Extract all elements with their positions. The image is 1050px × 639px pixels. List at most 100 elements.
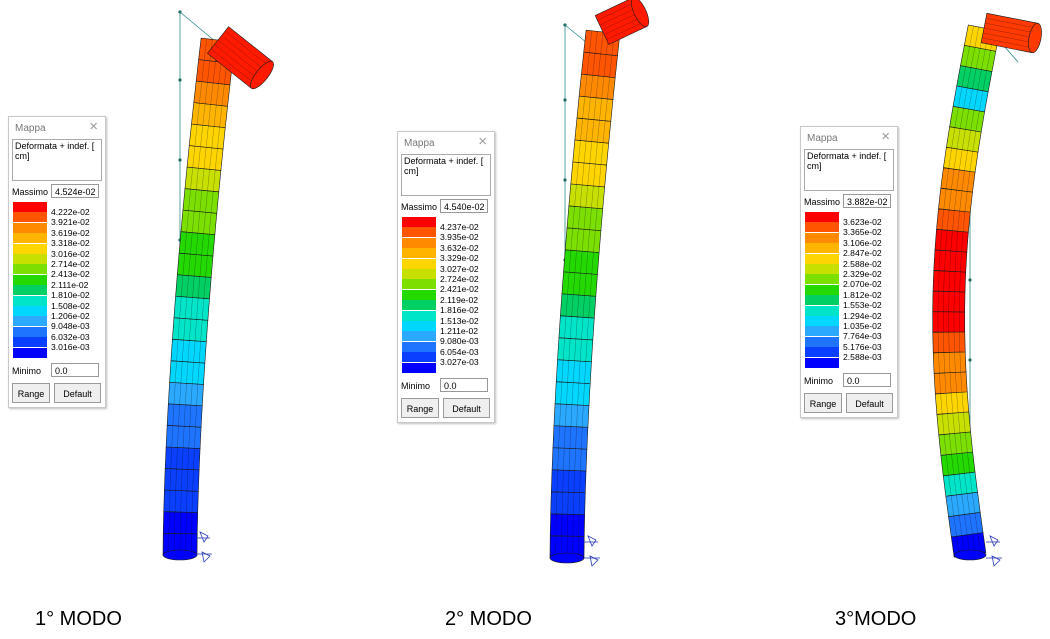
pole-mode-2-facet-line — [574, 448, 576, 471]
pole-mode-3-facet-line — [948, 148, 952, 169]
pole-mode-1-facet-line — [187, 447, 189, 470]
pole-mode-2-facet-line — [567, 492, 569, 515]
close-icon[interactable]: × — [89, 118, 98, 135]
support-icon — [587, 535, 599, 567]
pole-mode-3-facet-line — [961, 453, 965, 474]
pole-mode-1-facet-line — [175, 361, 177, 383]
pole-mode-3-facet-line — [943, 188, 947, 210]
pole-mode-1-facet-line — [182, 340, 184, 362]
scale-tick-label: 6.032e-03 — [51, 331, 90, 342]
pole-mode-3-facet-line — [951, 169, 955, 190]
pole-mode-1-facet-line — [196, 103, 200, 125]
pole-mode-2-facet-line — [588, 97, 591, 120]
close-icon[interactable]: × — [478, 133, 487, 150]
pole-mode-1-facet-line — [200, 319, 203, 342]
pole-mode-2-facet-line — [564, 426, 566, 449]
pole-mode-2-facet-line — [583, 383, 585, 406]
pole-mode-2-facet-line — [579, 184, 583, 207]
range-button[interactable]: Range — [12, 383, 50, 403]
color-swatch — [805, 336, 839, 347]
default-button[interactable]: Default — [443, 398, 490, 418]
pole-mode-2-facet-line — [565, 404, 567, 427]
pole-mode-1-facet-line — [174, 490, 176, 512]
pole-mode-2-facet-line — [587, 229, 590, 252]
scale-tick-label: 2.421e-02 — [440, 284, 479, 295]
min-value-field[interactable]: 0.0 — [843, 373, 891, 387]
color-swatch — [402, 331, 436, 342]
pole-mode-3-facet-line — [959, 351, 961, 373]
color-swatch — [805, 243, 839, 254]
default-button[interactable]: Default — [54, 383, 101, 403]
pole-mode-3-facet-line — [958, 515, 963, 536]
pole-mode-3-facet-line — [953, 474, 957, 495]
max-label: Massimo — [12, 187, 49, 197]
arm-mode-3-facet — [985, 18, 1037, 29]
pole-mode-2-facet-line — [600, 142, 604, 165]
pole-mode-2-facet-line — [573, 492, 575, 515]
pole-mode-2-facet-line — [579, 470, 581, 493]
pole-mode-2-facet-line — [565, 294, 568, 317]
pole-mode-1-facet-line — [199, 255, 202, 277]
pole-mode-2-facet-line — [583, 141, 587, 163]
arm-mode-3-facet — [982, 37, 1034, 48]
pole-mode-1-facet-line — [201, 60, 205, 82]
pole-mode-3-facet-line — [938, 352, 940, 374]
pole-mode-1-facet-line — [170, 447, 172, 469]
pole-mode-2-facet-line — [570, 404, 573, 427]
pole-mode-3-facet-line — [956, 453, 960, 474]
pole-mode-2-facet-line — [572, 206, 575, 229]
pole-mode-1-facet-line — [215, 148, 218, 170]
color-swatch — [805, 284, 839, 295]
scale-tick-label: 4.237e-02 — [440, 222, 479, 232]
pole-mode-1-facet-line — [186, 210, 189, 233]
pole-mode-3-facet-line — [951, 454, 955, 475]
pole-mode-3-facet-line — [974, 512, 978, 534]
pole-mode-1-facet-line — [189, 405, 192, 427]
color-swatch — [402, 300, 436, 311]
pole-mode-2-facet-line — [578, 492, 580, 515]
pole-mode-2-facet-line — [591, 252, 594, 274]
pole-mode-2-facet-line — [587, 163, 590, 186]
min-label: Minimo — [401, 381, 431, 391]
pole-mode-3-facet-line — [945, 230, 948, 251]
pole-mode-2-facet-line — [582, 405, 584, 428]
default-button[interactable]: Default — [846, 393, 893, 413]
map-description: Deformata + indef. [ cm] — [12, 139, 102, 181]
scale-tick-label: 1.508e-02 — [51, 300, 90, 311]
color-scale: 4.222e-02 3.921e-02 3.619e-02 3.318e-02 3.01… — [9, 202, 105, 360]
panel-buttons: Range Default — [9, 383, 105, 407]
scale-tick-label: 1.211e-02 — [440, 326, 479, 336]
scale-tick-label: 3.016e-03 — [51, 342, 90, 353]
pole-mode-2-facet-line — [568, 338, 571, 361]
max-value-field[interactable]: 4.524e-02 — [51, 184, 99, 198]
min-value-field[interactable]: 0.0 — [440, 378, 488, 392]
max-value-field[interactable]: 4.540e-02 — [440, 199, 488, 213]
scale-tick-label: 3.106e-02 — [843, 237, 882, 248]
arm-mode-3-facet — [983, 32, 1035, 44]
color-swatch — [13, 274, 47, 285]
pole-mode-2-facet-line — [594, 31, 598, 54]
pole-mode-1-facet-line — [173, 382, 176, 405]
scale-tick-label: 1.810e-02 — [51, 290, 90, 301]
pole-mode-3-facet-line — [982, 70, 987, 91]
pole-mode-3-facet-line — [956, 494, 960, 516]
pole-mode-1-facet-line — [199, 81, 202, 104]
pole-mode-2-facet-line — [561, 492, 563, 515]
pole-mode-2-facet-line — [598, 164, 602, 187]
pole-mode-1-facet-line — [195, 233, 199, 255]
min-value-field[interactable]: 0.0 — [51, 363, 99, 377]
pole-mode-1-facet-line — [181, 469, 183, 491]
pole-mode-1-facet-line — [189, 318, 192, 341]
pole-mode-1-facet-line — [169, 490, 171, 512]
range-button[interactable]: Range — [804, 393, 842, 413]
scale-tick-label: 2.329e-02 — [843, 269, 882, 279]
pole-mode-2-facet-line — [567, 360, 570, 383]
color-swatch — [805, 264, 839, 274]
range-button[interactable]: Range — [401, 398, 439, 418]
close-icon[interactable]: × — [881, 128, 890, 145]
pole-mode-2-facet-line — [573, 272, 576, 295]
max-value-field[interactable]: 3.882e-02 — [843, 194, 891, 208]
pole-mode-3-facet-line — [945, 393, 948, 414]
pole-mode-1-facet-line — [208, 104, 211, 126]
panel-buttons: Range Default — [398, 398, 494, 422]
